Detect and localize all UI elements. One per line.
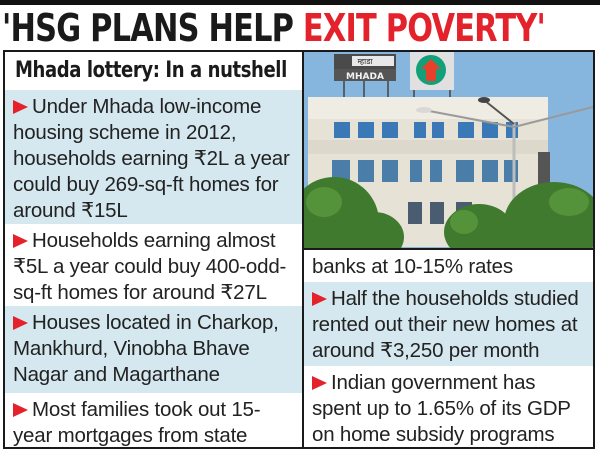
factbox: Mhada lottery: In a nutshell Under Mhada…: [3, 50, 595, 449]
bullet-arrow-icon: [13, 316, 28, 330]
headline: 'HSG PLANS HELP EXIT POVERTY': [2, 6, 546, 50]
headline-part-red: EXIT POVERTY': [302, 6, 546, 50]
bullet-text: Half the households studied rented out t…: [312, 287, 579, 362]
bullet-item: Under Mhada low-income housing scheme in…: [5, 90, 302, 224]
headline-part-dark: 'HSG PLANS HELP: [2, 6, 303, 50]
bullet-continuation: banks at 10-15% rates: [304, 250, 593, 282]
mhada-building-photo: म्हाडा MHADA: [304, 52, 593, 250]
bullet-arrow-icon: [13, 403, 28, 417]
bullet-text: Most families took out 15-year mortgages…: [13, 398, 261, 447]
bullet-item: Houses located in Charkop, Mankhurd, Vin…: [5, 306, 302, 393]
bullet-item: Households earning almost ₹5L a year cou…: [5, 224, 302, 306]
bullet-item: Half the households studied rented out t…: [304, 282, 593, 366]
svg-text:MHADA: MHADA: [346, 72, 384, 82]
top-rule: [0, 0, 600, 5]
bullet-arrow-icon: [13, 234, 28, 248]
bullet-item: Indian government has spent up to 1.65% …: [304, 366, 593, 447]
bullet-arrow-icon: [13, 100, 28, 114]
bullet-arrow-icon: [312, 376, 327, 390]
bullet-text: Households earning almost ₹5L a year cou…: [13, 229, 287, 304]
bullet-arrow-icon: [312, 292, 327, 306]
factbox-title: Mhada lottery: In a nutshell: [5, 52, 302, 90]
bullet-text: Under Mhada low-income housing scheme in…: [13, 95, 290, 222]
bullet-text: banks at 10-15% rates: [312, 255, 513, 278]
bullet-text: Indian government has spent up to 1.65% …: [312, 371, 571, 446]
bullet-item: Most families took out 15-year mortgages…: [5, 393, 302, 447]
factbox-right-column: म्हाडा MHADA: [304, 52, 593, 447]
factbox-left-column: Mhada lottery: In a nutshell Under Mhada…: [5, 52, 302, 447]
svg-text:म्हाडा: म्हाडा: [357, 57, 373, 66]
bullet-text: Houses located in Charkop, Mankhurd, Vin…: [13, 311, 279, 386]
factbox-title-text: Mhada lottery: In a nutshell: [15, 58, 287, 83]
column-divider: [302, 52, 304, 447]
